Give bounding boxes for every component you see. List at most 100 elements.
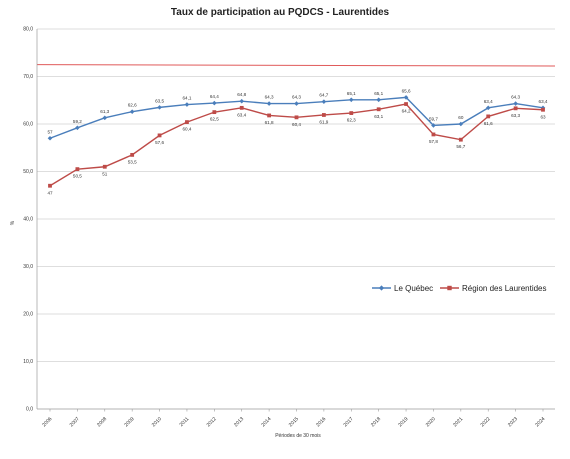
- x-tick-label: 2013: [233, 416, 245, 428]
- x-axis-title: Périodes de 30 mois: [275, 433, 321, 439]
- data-point: [403, 95, 409, 100]
- data-label: 56,7: [456, 144, 465, 149]
- x-tick-label: 2008: [96, 416, 108, 428]
- y-tick-label: 20,0: [23, 312, 33, 318]
- data-label: 60,4: [182, 127, 191, 132]
- data-label: 62,5: [210, 117, 219, 122]
- y-tick-label: 60,0: [23, 122, 33, 128]
- grid-layer: [37, 28, 555, 362]
- data-point: [184, 102, 190, 107]
- y-axis-title: %: [10, 220, 16, 225]
- data-point: [157, 105, 162, 110]
- data-point: [486, 114, 491, 119]
- data-label: 61,8: [265, 120, 274, 125]
- data-point: [431, 123, 436, 128]
- legend-marker: [447, 285, 452, 291]
- data-label: 59,7: [429, 116, 438, 121]
- data-point: [376, 107, 381, 112]
- data-point: [185, 120, 189, 124]
- data-label: 63,4: [539, 99, 548, 104]
- x-tick-label: 2024: [534, 416, 546, 428]
- y-tick-label: 50,0: [23, 169, 33, 175]
- data-label: 61,6: [484, 121, 493, 126]
- data-point: [513, 106, 518, 111]
- data-label: 63,4: [237, 112, 246, 117]
- data-label: 60: [458, 115, 464, 120]
- target-layer: [36, 64, 556, 67]
- data-point: [48, 183, 52, 188]
- data-label: 64,3: [292, 95, 301, 100]
- data-point: [458, 137, 463, 142]
- data-label: 63,1: [374, 114, 383, 119]
- data-label: 59,2: [73, 119, 82, 124]
- data-point: [75, 167, 80, 172]
- x-tick-label: 2022: [480, 416, 492, 428]
- data-point: [294, 101, 299, 106]
- data-point: [157, 133, 162, 138]
- data-label: 64,3: [511, 95, 520, 100]
- data-label: 47: [47, 190, 53, 195]
- data-point: [294, 115, 299, 120]
- data-point: [485, 105, 491, 111]
- data-label: 63,3: [511, 113, 520, 118]
- data-label: 50,5: [73, 174, 82, 179]
- data-label: 64,2: [402, 109, 411, 114]
- x-tick-label: 2021: [452, 416, 464, 428]
- data-point: [129, 109, 135, 114]
- data-point: [102, 115, 108, 121]
- legend-label: Région des Laurentides: [462, 284, 547, 293]
- data-point: [102, 164, 107, 169]
- series-layer: [47, 95, 546, 188]
- y-tick-label: 40,0: [23, 217, 33, 223]
- data-label: 64,7: [319, 93, 328, 98]
- data-point: [349, 111, 354, 115]
- data-point: [239, 98, 245, 104]
- data-label: 51: [102, 171, 108, 176]
- data-point: [130, 152, 135, 157]
- data-label-layer: 57 59,2 61,3 62,6 63,5 64,1 64,4 64,8 64,3 64,3 64…: [47, 88, 547, 195]
- data-point: [47, 135, 53, 141]
- data-label: 60,4: [292, 122, 301, 127]
- data-label: 57,6: [155, 140, 164, 145]
- data-point: [541, 107, 545, 112]
- data-point: [376, 97, 381, 103]
- x-tick-label: 2007: [69, 416, 81, 428]
- data-point: [212, 100, 217, 106]
- x-tick-label: 2009: [123, 416, 135, 428]
- chart-title: Taux de participation au PQDCS - Laurent…: [171, 7, 390, 18]
- data-point: [239, 105, 244, 110]
- x-tick-label: 2015: [288, 416, 300, 428]
- data-point: [266, 101, 272, 106]
- target-line: [36, 64, 556, 67]
- x-tick-label: 2019: [397, 416, 409, 428]
- x-tick-label: 2017: [343, 416, 355, 428]
- data-point: [348, 97, 354, 103]
- data-label: 65,1: [374, 91, 383, 96]
- x-tick-label: 2023: [507, 416, 519, 428]
- data-label: 57: [47, 129, 53, 134]
- data-label: 64,8: [237, 92, 246, 97]
- data-point: [513, 101, 518, 106]
- data-point: [321, 113, 326, 117]
- data-label: 65,6: [402, 88, 411, 93]
- y-tick-label: 80,0: [23, 27, 33, 33]
- y-tick-label: 30,0: [23, 264, 33, 270]
- x-tick-label: 2010: [151, 416, 163, 428]
- legend-label: Le Québec: [394, 284, 433, 293]
- y-tick-label: 70,0: [23, 74, 33, 80]
- y-tick-label: 10,0: [23, 359, 33, 365]
- x-tick-label: 2020: [425, 416, 437, 428]
- data-point: [321, 99, 327, 104]
- data-label: 64,4: [210, 94, 219, 99]
- axis-layer: 0,0 10,0 20,0 30,0 40,0 50,0 60,0 70,0 80,0 2006 2…: [23, 27, 555, 428]
- data-label: 62,3: [347, 118, 356, 123]
- x-tick-label: 2016: [315, 416, 327, 428]
- x-tick-label: 2014: [260, 416, 272, 428]
- data-label: 53,5: [128, 159, 137, 164]
- data-point: [431, 132, 436, 137]
- data-point: [267, 113, 272, 118]
- x-tick-label: 2018: [370, 416, 382, 428]
- data-label: 63,4: [484, 99, 493, 104]
- data-label: 61,3: [100, 109, 109, 114]
- data-label: 63: [540, 114, 546, 119]
